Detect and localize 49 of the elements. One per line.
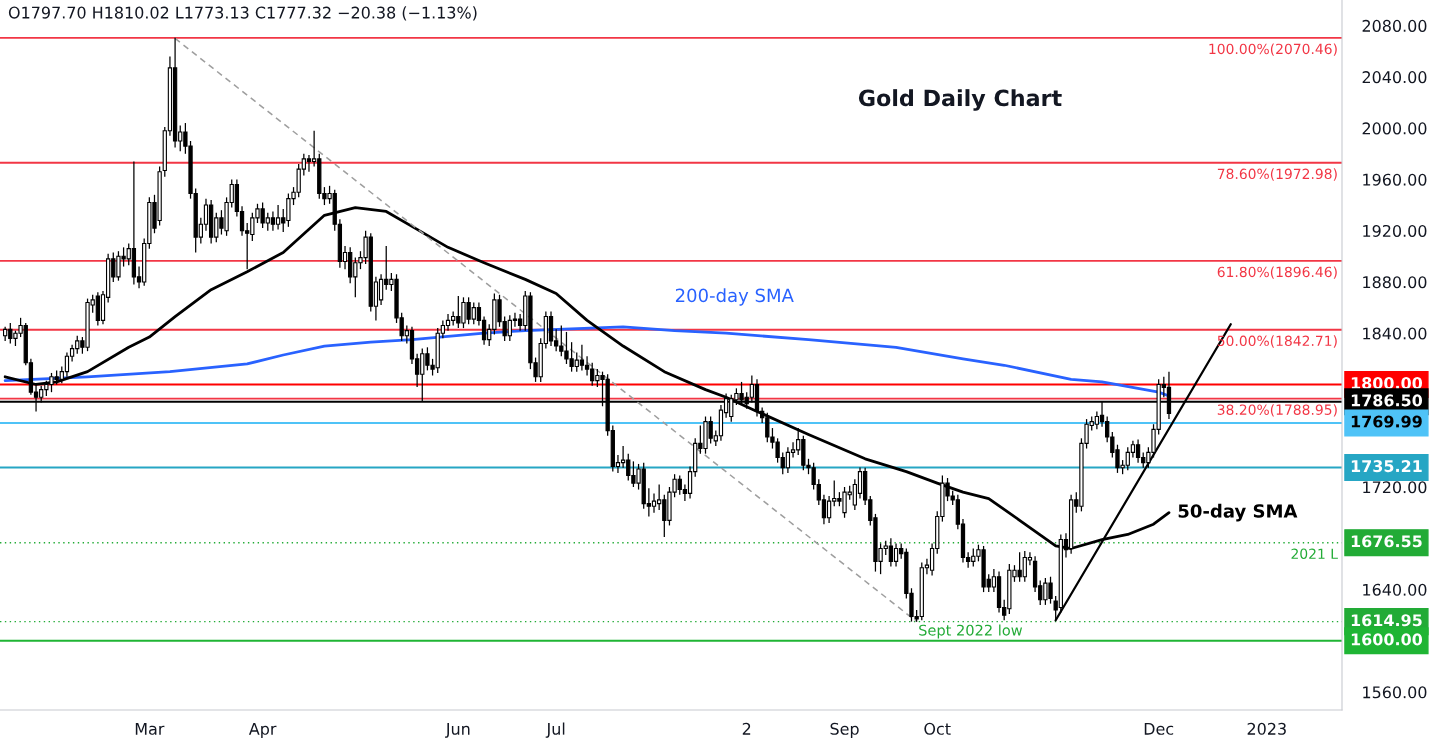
candlestick [579,344,585,372]
text: Gold Daily Chart [858,89,1062,111]
ref-line-label: 1786.50 [1351,394,1423,407]
candlestick [275,204,281,231]
x-tick-label: Jun [445,722,470,738]
candlestick [893,542,899,568]
candlestick [651,492,657,514]
candlestick [445,313,451,332]
y-tick-label: 1560.00 [1363,686,1427,699]
y-tick-label: 1640.00 [1363,583,1427,596]
x-tick-label: Apr [248,722,277,738]
candlestick [785,446,791,474]
candlestick [306,154,312,173]
ref-line-label: 1735.21 [1351,460,1422,473]
annotation: 61.80%(1896.46) [1217,266,1337,279]
annotation: 78.60%(1972.98) [1217,168,1337,181]
x-tick-label: Mar [135,722,165,735]
y-tick-label: 1840.00 [1363,327,1427,340]
x-tick-label: Dec [1144,722,1174,735]
y-tick-label: 1920.00 [1363,224,1427,237]
y-tick-label: 1880.00 [1363,276,1427,289]
x-tick-label: 2023 [1247,722,1286,735]
candlestick [270,210,276,232]
annotation: Sept 2022 low [919,624,1023,639]
ref-line-label: 1600.00 [1351,633,1423,646]
candlestick [826,495,832,524]
y-tick-label: 2080.00 [1362,19,1427,32]
annotation: 2021 L [1291,548,1338,559]
y-tick-label: 1720.00 [1363,481,1427,494]
ref-line-label: 1800.00 [1351,377,1423,390]
series-label: 50-day SMA [1178,503,1298,522]
ref-line-label: 1769.99 [1351,415,1422,428]
x-tick-label: 2 [742,722,751,735]
candlestick [1135,438,1141,464]
candlestick [378,273,384,306]
x-tick-label: Jul [545,722,565,738]
ref-line-label: 1614.95 [1351,614,1422,627]
x-tick-label: Sep [830,722,859,738]
annotation: 38.20%(1788.95) [1217,404,1337,417]
y-tick-label: 2000.00 [1362,122,1427,135]
series-label: 200-day SMA [675,288,794,306]
y-tick-label: 2040.00 [1362,71,1427,84]
y-tick-label: 1960.00 [1363,173,1427,186]
ref-line-label: 1676.55 [1351,535,1422,548]
chart-subtitle: O1797.70 H1810.02 L1773.13 C1777.32 −20.38 (−1.13%) [8,6,477,21]
annotation: 100.00%(2070.46) [1209,43,1337,56]
candlestick [64,351,70,378]
x-tick-label: Oct [924,722,951,735]
candlestick [584,355,590,377]
